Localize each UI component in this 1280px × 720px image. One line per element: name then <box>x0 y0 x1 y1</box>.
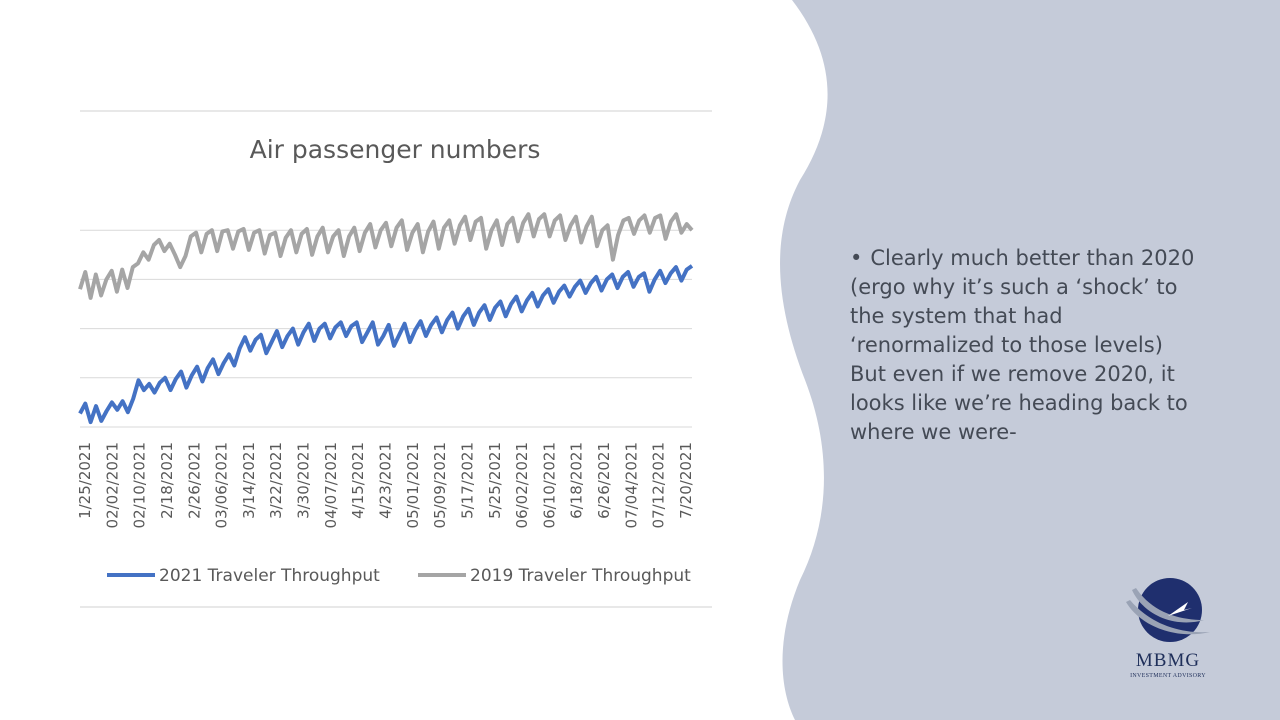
x-tick-label: 3/30/2021 <box>295 442 313 519</box>
x-tick-label: 02/02/2021 <box>103 442 121 528</box>
x-tick-label: 3/14/2021 <box>240 442 258 519</box>
series-line-2019 <box>78 212 694 300</box>
x-tick-label: 5/25/2021 <box>486 442 504 519</box>
x-tick-label: 5/17/2021 <box>459 442 477 519</box>
x-tick-label: 02/10/2021 <box>131 442 149 528</box>
x-tick-label: 7/20/2021 <box>677 442 695 519</box>
x-tick-label: 04/07/2021 <box>322 442 340 528</box>
x-tick-label: 07/12/2021 <box>650 442 668 528</box>
swoosh-shape-2 <box>1132 588 1204 623</box>
x-tick-label: 2/18/2021 <box>158 442 176 519</box>
logo-name: MBMG <box>1135 650 1201 671</box>
x-tick-label: 05/09/2021 <box>431 442 449 528</box>
x-tick-label: 6/18/2021 <box>568 442 586 519</box>
x-tick-label: 3/22/2021 <box>267 442 285 519</box>
x-axis-ticks: 1/25/2021 02/02/2021 02/10/2021 2/18/2021 2/… <box>76 442 695 528</box>
series-layer <box>78 212 694 425</box>
x-tick-label: 06/10/2021 <box>540 442 558 528</box>
x-tick-label: 06/02/2021 <box>513 442 531 528</box>
arrow-shape <box>1168 602 1192 616</box>
legend-label-2021: 2021 Traveler Throughput <box>159 566 380 586</box>
bullet-point: • Clearly much better than 2020 (ergo why… <box>850 244 1200 447</box>
x-tick-label: 4/23/2021 <box>377 442 395 519</box>
mbmg-logo-globe-icon <box>1126 578 1210 642</box>
x-tick-label: 4/15/2021 <box>349 442 367 519</box>
bullet-text: Clearly much better than 2020 (ergo why … <box>850 246 1195 444</box>
x-tick-label: 2/26/2021 <box>185 442 203 519</box>
legend-label-2019: 2019 Traveler Throughput <box>470 566 691 586</box>
x-tick-label: 03/06/2021 <box>213 442 231 528</box>
x-tick-label: 1/25/2021 <box>76 442 94 519</box>
chart-title: Air passenger numbers <box>250 135 541 164</box>
bullet-symbol: • <box>850 246 863 270</box>
x-tick-label: 05/01/2021 <box>404 442 422 528</box>
swoosh-shape <box>1126 600 1210 635</box>
logo-subtitle: INVESTMENT ADVISORY <box>1130 673 1206 679</box>
x-tick-label: 6/26/2021 <box>595 442 613 519</box>
series-line-2021 <box>78 264 694 425</box>
side-panel-shape <box>780 0 1280 720</box>
legend: 2021 Traveler Throughput 2019 Traveler T… <box>107 566 691 586</box>
x-tick-label: 07/04/2021 <box>622 442 640 528</box>
